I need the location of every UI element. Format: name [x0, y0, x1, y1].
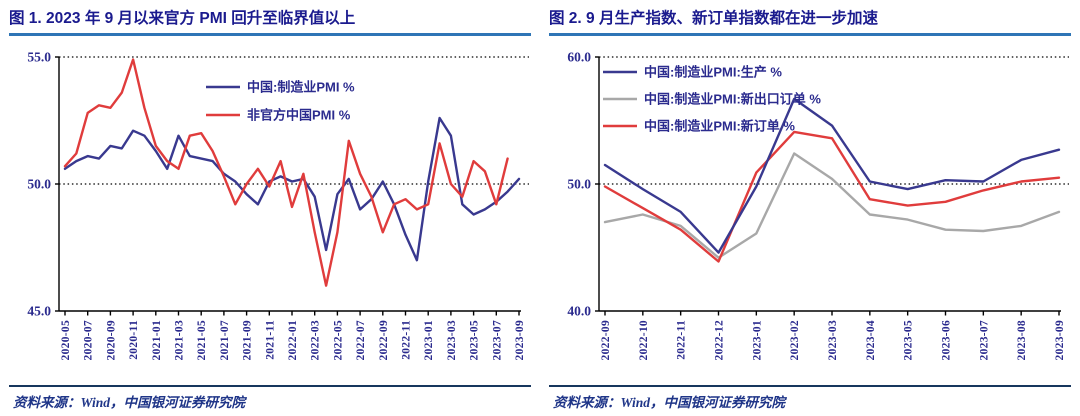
x-tick-label: 2020-05: [60, 320, 72, 360]
y-tick-label: 50.0: [27, 176, 51, 191]
x-tick-label: 2023-03: [827, 320, 839, 360]
legend-label: 中国:制造业PMI:新出口订单 %: [644, 91, 821, 106]
figure-1-title-rule: [9, 33, 531, 36]
y-tick-label: 50.0: [567, 176, 591, 191]
x-tick-label: 2023-05: [903, 320, 915, 360]
x-tick-label: 2022-07: [355, 320, 367, 360]
x-tick-label: 2023-07: [978, 320, 990, 360]
x-tick-label: 2023-06: [941, 320, 953, 360]
x-tick-label: 2021-03: [174, 320, 186, 360]
y-tick-label: 60.0: [567, 49, 591, 64]
x-tick-label: 2023-08: [1016, 319, 1028, 359]
legend-label: 中国:制造业PMI:生产 %: [644, 64, 782, 79]
x-tick-label: 2020-07: [83, 320, 95, 360]
series-line: [603, 151, 1061, 259]
x-tick-label: 2021-11: [264, 320, 276, 360]
legend-label: 非官方中国PMI %: [247, 107, 351, 122]
figure-1-source-rule: [9, 384, 531, 387]
x-tick-label: 2023-09: [1054, 320, 1066, 360]
x-tick-label: 2022-03: [310, 320, 322, 360]
x-tick-label: 2021-05: [196, 320, 208, 360]
pmi-subindex-line-chart: 40.0 50.0 60.0 2022-09 2022-10 2022-11 2022-12…: [567, 49, 1069, 360]
x-tick-label: 2022-11: [676, 320, 688, 360]
series-line: [63, 116, 521, 261]
x-tick-label: 2021-01: [151, 320, 163, 360]
figure-2: 图 2. 9 月生产指数、新订单指数都在进一步加速 40.0 50.0 60.0 20…: [540, 0, 1080, 416]
x-tick-label: 2023-03: [446, 320, 458, 360]
figure-1-source: 资料来源：Wind，中国银河证券研究院: [13, 394, 246, 410]
x-tick-label: 2023-05: [469, 320, 481, 360]
series-line: [63, 57, 509, 287]
y-tick-label: 55.0: [27, 49, 51, 64]
legend-label: 中国:制造业PMI:新订单 %: [644, 118, 795, 133]
x-tick-label: 2023-02: [789, 320, 801, 360]
legend-label: 中国:制造业PMI %: [247, 79, 355, 94]
x-tick-label: 2022-09: [600, 320, 612, 360]
x-tick-label: 2022-12: [714, 320, 726, 360]
y-tick-label: 40.0: [567, 303, 591, 318]
x-tick-label: 2023-01: [423, 320, 435, 360]
series-line: [603, 130, 1061, 263]
x-tick-label: 2022-01: [287, 320, 299, 360]
x-tick-label: 2020-11: [128, 320, 140, 360]
x-tick-label: 2022-11: [401, 320, 413, 360]
x-tick-label: 2021-09: [242, 320, 254, 360]
x-tick-label: 2022-09: [378, 320, 390, 360]
x-tick-label: 2020-09: [105, 320, 117, 360]
series-line: [603, 97, 1061, 254]
x-tick-label: 2023-01: [751, 320, 763, 360]
figure-2-title-rule: [549, 33, 1071, 36]
y-tick-label: 45.0: [27, 303, 51, 318]
figure-1-title: 图 1. 2023 年 9 月以来官方 PMI 回升至临界值以上: [9, 10, 356, 27]
x-tick-label: 2023-04: [865, 320, 877, 360]
figure-2-title: 图 2. 9 月生产指数、新订单指数都在进一步加速: [549, 10, 878, 27]
figure-2-source: 资料来源：Wind，中国银河证券研究院: [553, 394, 786, 410]
figure-2-source-rule: [549, 384, 1071, 387]
figure-1: 图 1. 2023 年 9 月以来官方 PMI 回升至临界值以上 45.0 50.…: [9, 10, 531, 410]
x-tick-label: 2022-05: [332, 320, 344, 360]
x-tick-label: 2022-10: [638, 320, 650, 360]
x-tick-label: 2023-07: [491, 320, 503, 360]
x-tick-label: 2021-07: [219, 320, 231, 360]
official-vs-caixin-pmi-line-chart: 45.0 50.0 55.0 2020-05 2020-07 2020-09 2020-11…: [27, 49, 529, 360]
x-tick-label: 2023-09: [514, 320, 526, 360]
